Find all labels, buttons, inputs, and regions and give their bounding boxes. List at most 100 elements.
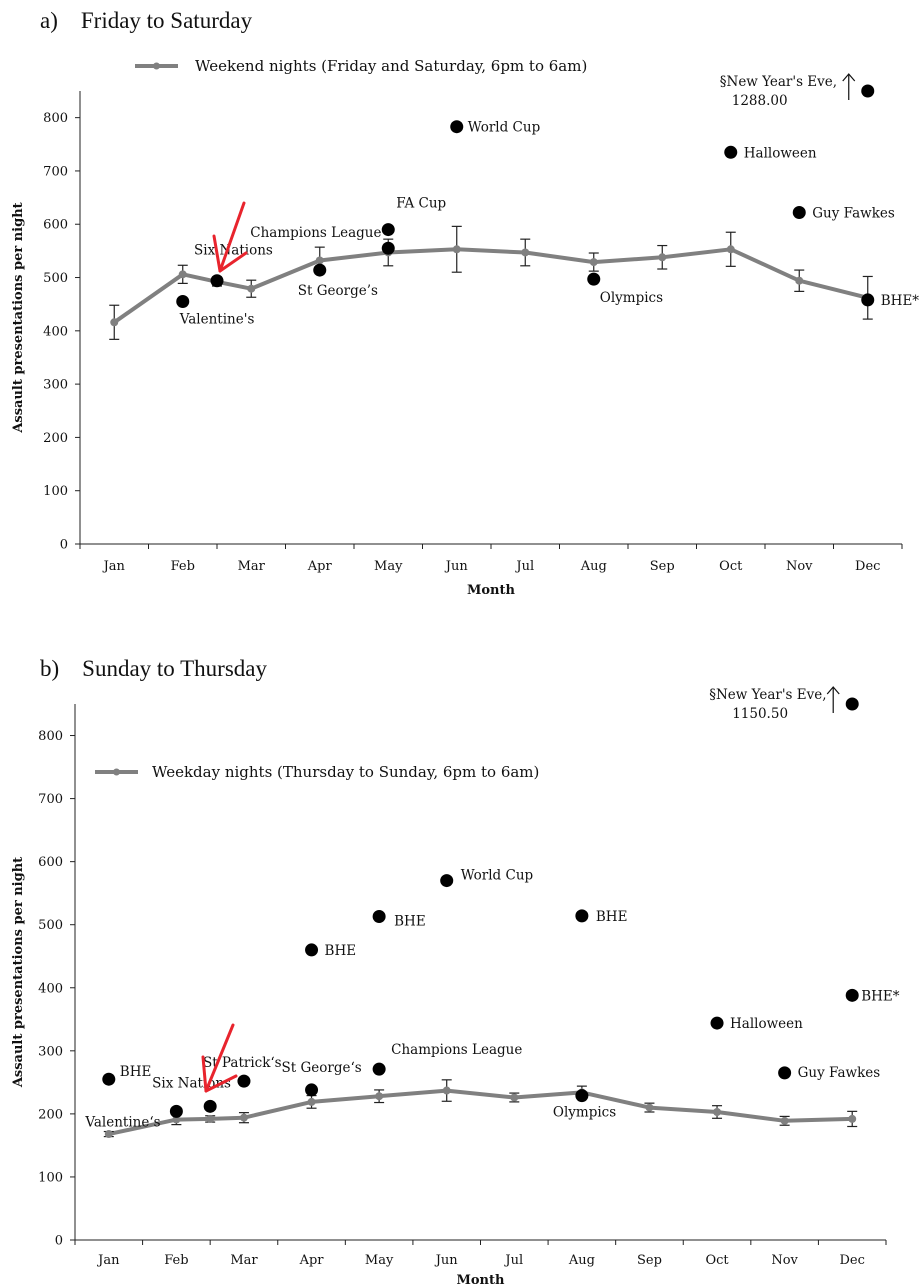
event-label: Champions League (250, 225, 381, 241)
x-tick-label: Aug (580, 559, 607, 574)
x-tick-label: Aug (568, 1253, 595, 1268)
event-point (440, 874, 454, 888)
series-line (108, 1088, 853, 1137)
event-point (845, 988, 859, 1002)
x-tick-label: Jul (514, 559, 534, 574)
y-tick-label: 600 (43, 218, 68, 233)
off-scale-arrow-head (826, 686, 840, 695)
series-point (375, 1092, 384, 1101)
event-point (176, 295, 190, 309)
event-point (450, 120, 464, 134)
event-label: Six Nations (194, 243, 273, 259)
event-point (861, 293, 875, 307)
x-tick-label: Sep (650, 559, 675, 574)
series-point (206, 1114, 215, 1123)
x-tick-label: Jun (444, 559, 469, 574)
series-point (110, 318, 119, 327)
event-label: Champions League (391, 1042, 522, 1058)
event-label: Halloween (744, 145, 817, 161)
event-label: BHE* (881, 293, 920, 309)
event-label: BHE (120, 1064, 152, 1080)
x-tick-label: Oct (719, 559, 743, 574)
series-point (172, 1115, 181, 1124)
red-pointer-arrow-head (201, 1055, 238, 1093)
y-tick-label: 500 (43, 271, 68, 286)
x-tick-label: Feb (171, 559, 195, 574)
event-point (381, 223, 395, 237)
series-point (780, 1116, 789, 1125)
chart-panel-a: a) Friday to Saturday 0 100 200 300 400 500 60… (0, 0, 921, 640)
x-tick-label: Apr (307, 559, 333, 574)
red-pointer-arrow-head (212, 234, 248, 273)
series-point (104, 1130, 113, 1139)
x-tick-label: Apr (299, 1253, 325, 1268)
series-point (713, 1107, 722, 1116)
red-pointer-arrow (218, 201, 246, 273)
y-tick-label: 700 (43, 164, 68, 179)
event-label: Guy Fawkes (812, 206, 895, 222)
panel-title-b: b) Sunday to Thursday (40, 656, 268, 681)
series-point (645, 1103, 654, 1112)
x-tick-label: Jan (96, 1253, 120, 1268)
y-tick-label: 800 (38, 729, 63, 744)
x-tick-label: Sep (637, 1253, 662, 1268)
event-label: Olympics (553, 1105, 616, 1121)
event-label-value: 1288.00 (732, 93, 788, 109)
legend-label: Weekend nights (Friday and Saturday, 6pm… (195, 57, 587, 75)
event-label: §New Year's Eve, (709, 687, 826, 703)
event-point (845, 697, 859, 711)
x-axis-title: Month (467, 583, 516, 598)
event-label: World Cup (468, 120, 540, 136)
event-point (210, 274, 224, 288)
event-label: Guy Fawkes (798, 1065, 881, 1081)
x-tick-label: Jul (503, 1253, 523, 1268)
x-axis-title: Month (457, 1273, 506, 1287)
event-label: St George’s (298, 283, 378, 299)
event-point (575, 909, 589, 923)
event-point (305, 1083, 319, 1097)
y-tick-label: 200 (43, 431, 68, 446)
event-label: Olympics (600, 290, 663, 306)
y-tick-label: 100 (38, 1170, 63, 1185)
x-tick-label: Mar (238, 559, 266, 574)
event-label: Valentine‘s (84, 1114, 160, 1130)
event-label: BHE* (861, 988, 900, 1004)
off-scale-arrow-head (842, 73, 856, 82)
event-label: BHE (325, 943, 357, 959)
series-point (510, 1093, 519, 1102)
x-tick-label: Mar (230, 1253, 258, 1268)
event-label: St George‘s (282, 1060, 362, 1076)
event-point (305, 943, 319, 957)
event-point (792, 206, 806, 220)
chart-a: 0 100 200 300 400 500 600 700 800 Jan Feb Mar Apr May… (11, 57, 920, 598)
y-tick-label: 0 (60, 538, 68, 553)
x-tick-label: May (374, 559, 403, 574)
event-point (381, 241, 395, 255)
event-point (203, 1099, 217, 1113)
event-point (710, 1016, 724, 1030)
x-tick-label: Jan (102, 559, 126, 574)
event-label: St Patrick‘s (203, 1055, 282, 1071)
series-point (307, 1097, 316, 1106)
event-point (587, 272, 601, 286)
series-point (658, 253, 667, 262)
series-point (795, 276, 804, 285)
event-point (372, 910, 386, 924)
event-label: BHE (596, 909, 628, 925)
series-point (521, 248, 530, 257)
series-point (239, 1113, 248, 1122)
x-tick-label: Feb (164, 1253, 188, 1268)
y-tick-label: 400 (43, 324, 68, 339)
chart-panel-b: b) Sunday to Thursday 0 100 200 300 400 500 60… (0, 648, 921, 1287)
event-point (313, 263, 327, 277)
event-label: FA Cup (396, 196, 446, 212)
event-point (169, 1104, 183, 1118)
y-tick-label: 700 (38, 792, 63, 807)
y-axis-title: Assault presentations per night (11, 857, 26, 1088)
y-axis-title: Assault presentations per night (11, 202, 26, 433)
y-tick-label: 0 (55, 1234, 63, 1249)
y-tick-label: 500 (38, 918, 63, 933)
y-tick-label: 300 (38, 1044, 63, 1059)
event-point (237, 1074, 251, 1088)
event-point (778, 1066, 792, 1080)
